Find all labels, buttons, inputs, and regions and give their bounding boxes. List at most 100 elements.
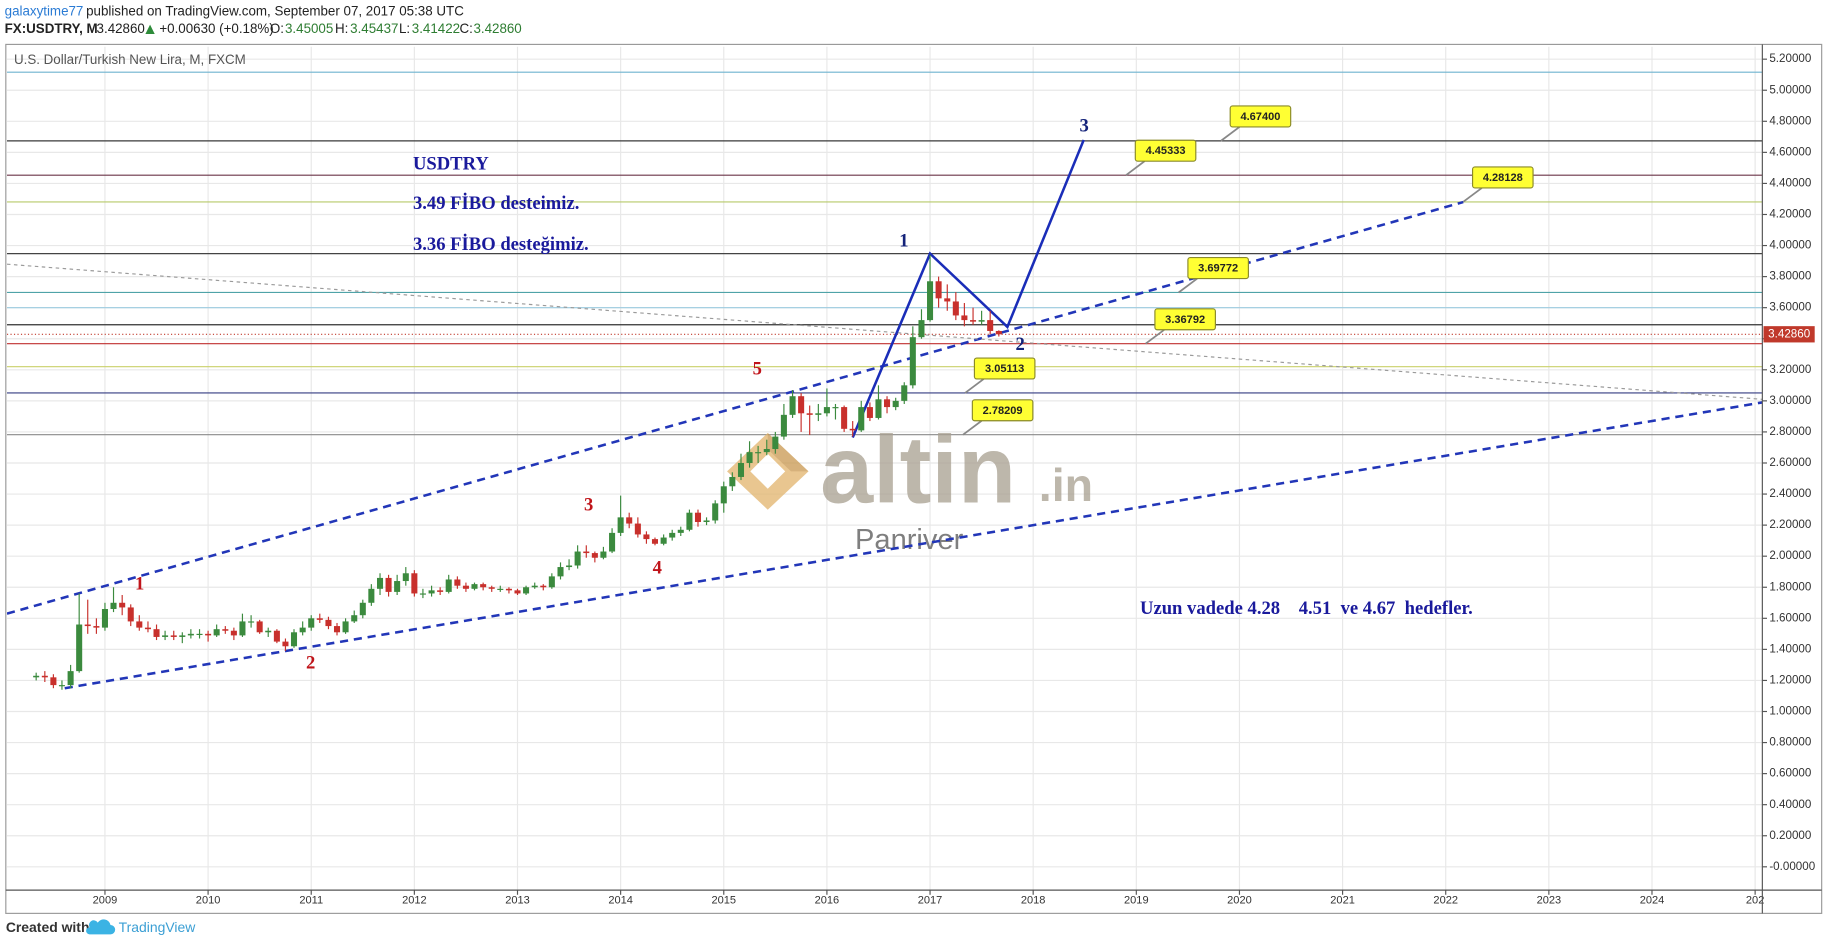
candle-body (583, 551, 590, 554)
open-label: O: (270, 21, 284, 36)
candle-body (351, 615, 358, 622)
candle-body (196, 633, 203, 636)
wave-label: 1 (899, 230, 908, 251)
y-tick-label: 0.40000 (1769, 798, 1812, 811)
candle-body (428, 590, 435, 594)
callout-box (1471, 166, 1534, 189)
candle-body (849, 428, 856, 431)
x-tick-label: 2013 (505, 895, 530, 907)
x-tick-label: 2017 (918, 895, 943, 907)
candle-body (875, 399, 882, 418)
y-tick-label: 0.20000 (1769, 829, 1812, 842)
candle-body (798, 396, 805, 414)
callout-label: 2.78209 (983, 405, 1023, 417)
callout-label: 3.05113 (985, 363, 1024, 375)
candle-body (239, 621, 246, 636)
created-with: Created with (6, 919, 90, 935)
y-tick-label: 1.20000 (1769, 674, 1812, 687)
candle-body (643, 534, 650, 540)
callout-label: 4.45333 (1146, 145, 1186, 157)
y-tick-label: 2.00000 (1769, 549, 1812, 562)
candle-body (462, 585, 469, 589)
trend-line (6, 263, 1763, 400)
wave-label: 5 (753, 358, 762, 379)
candle-body (841, 407, 848, 429)
candle-body (376, 577, 384, 589)
candle-body (892, 400, 899, 408)
brand-logo (86, 919, 116, 935)
x-tick-label: 2019 (1124, 895, 1149, 907)
trend-line (851, 139, 1085, 439)
candle-body (84, 624, 91, 627)
y-tick-label: 1.80000 (1769, 580, 1812, 593)
y-tick-label: 0.60000 (1769, 767, 1812, 780)
watermark-main: altin (820, 417, 1016, 523)
candle-body (677, 529, 684, 533)
candle-body (205, 633, 212, 636)
y-tick-label: 5.20000 (1769, 52, 1812, 65)
high: 3.45437 (350, 21, 398, 36)
x-tick-label: 2014 (608, 895, 633, 907)
candle-body (634, 523, 641, 535)
candle-body (248, 621, 255, 623)
candle-body (368, 588, 375, 603)
y-tick-label: 3.80000 (1769, 270, 1812, 283)
axes: -0.00000 0.20000 0.40000 0.60000 0.80000 1.00… (93, 52, 1816, 906)
y-tick-label: 4.60000 (1769, 145, 1812, 158)
last: 3.42860 (97, 21, 145, 36)
x-tick-label: 2023 (1537, 895, 1562, 907)
candle-body (101, 608, 108, 628)
candle-body (454, 579, 461, 586)
candle-body (737, 462, 745, 477)
y-tick-label: 4.20000 (1769, 208, 1812, 221)
callout-pointer (962, 420, 983, 436)
candle-body (531, 585, 538, 588)
change: +0.00630 (+0.18%) (159, 21, 273, 36)
y-tick-label: 5.00000 (1769, 83, 1812, 96)
candle-body (729, 476, 736, 487)
last-price-tag (1763, 326, 1815, 343)
candle-body (67, 671, 74, 686)
x-tick-label: 2022 (1433, 895, 1458, 907)
author[interactable]: galaxytime77 (5, 3, 84, 18)
low: 3.41422 (412, 21, 460, 36)
candle-body (746, 452, 753, 463)
candle-body (50, 677, 57, 686)
candle-body (325, 619, 332, 627)
candle-body (110, 602, 117, 609)
x-tick-label: 2024 (1640, 895, 1665, 907)
high-label: H: (335, 21, 348, 36)
candle-body (566, 565, 573, 568)
candle-body (213, 629, 220, 636)
callout-label: 4.28128 (1483, 172, 1523, 184)
candle-body (419, 593, 426, 595)
wave-label: 2 (1016, 334, 1025, 355)
candle-body (866, 407, 873, 418)
y-tick-label: 4.80000 (1769, 114, 1812, 127)
y-tick-label: 2.20000 (1769, 518, 1812, 531)
callout-label: 3.69772 (1198, 263, 1238, 275)
y-tick-label: 4.40000 (1769, 177, 1812, 190)
candle-body (333, 626, 341, 633)
low-label: L: (399, 21, 410, 36)
x-tick-label: 2016 (815, 895, 840, 907)
candle-body (780, 414, 787, 437)
candle-body (772, 436, 779, 450)
candle-body (720, 486, 727, 504)
callout-box (1229, 105, 1292, 128)
candle-body (187, 633, 194, 636)
candle-body (763, 449, 770, 453)
y-tick-label: 2.80000 (1769, 425, 1812, 438)
candle-body (823, 407, 830, 414)
watermark-suffix: .in (1039, 459, 1093, 511)
candle-body (170, 635, 177, 637)
candle-body (600, 551, 607, 558)
candle-body (591, 553, 598, 558)
x-tick-label: 2020 (1227, 895, 1252, 907)
candle-body (557, 567, 564, 577)
x-tick-label: 2010 (196, 895, 221, 907)
candle-body (548, 576, 555, 588)
up-arrow (145, 24, 155, 34)
brand[interactable]: TradingView (119, 919, 197, 935)
candle-body (290, 632, 298, 647)
